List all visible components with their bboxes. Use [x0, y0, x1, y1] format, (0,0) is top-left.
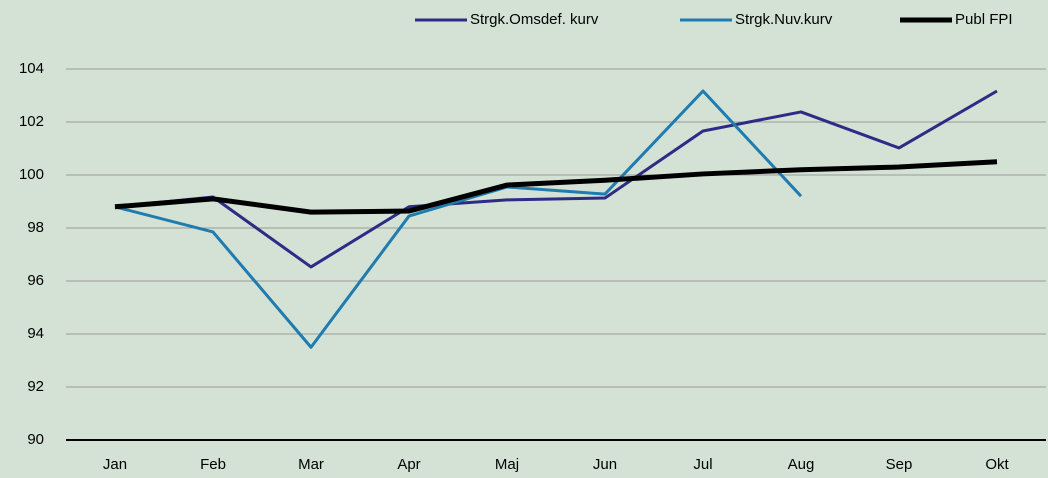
x-tick-label: Apr: [397, 456, 420, 473]
series-line: [114, 89, 998, 269]
y-tick-label: 100: [19, 166, 44, 183]
legend-label: Publ FPI: [955, 11, 1013, 28]
x-tick-label: Jan: [103, 456, 127, 473]
x-tick-label: Mar: [298, 456, 324, 473]
y-tick-label: 90: [27, 431, 44, 448]
y-tick-label: 104: [19, 60, 44, 77]
x-tick-label: Okt: [985, 456, 1009, 473]
x-tick-label: Feb: [200, 456, 226, 473]
y-tick-label: 102: [19, 113, 44, 130]
y-tick-label: 96: [27, 272, 44, 289]
x-tick-label: Maj: [495, 456, 519, 473]
series-line: [114, 159, 998, 215]
legend-label: Strgk.Nuv.kurv: [735, 11, 833, 28]
x-tick-label: Jun: [593, 456, 617, 473]
x-tick-label: Aug: [788, 456, 815, 473]
x-tick-label: Jul: [693, 456, 712, 473]
series-line: [114, 89, 803, 349]
y-tick-label: 92: [27, 378, 44, 395]
y-tick-label: 98: [27, 219, 44, 236]
y-tick-label: 94: [27, 325, 44, 342]
x-tick-label: Sep: [886, 456, 913, 473]
legend-label: Strgk.Omsdef. kurv: [470, 11, 599, 28]
